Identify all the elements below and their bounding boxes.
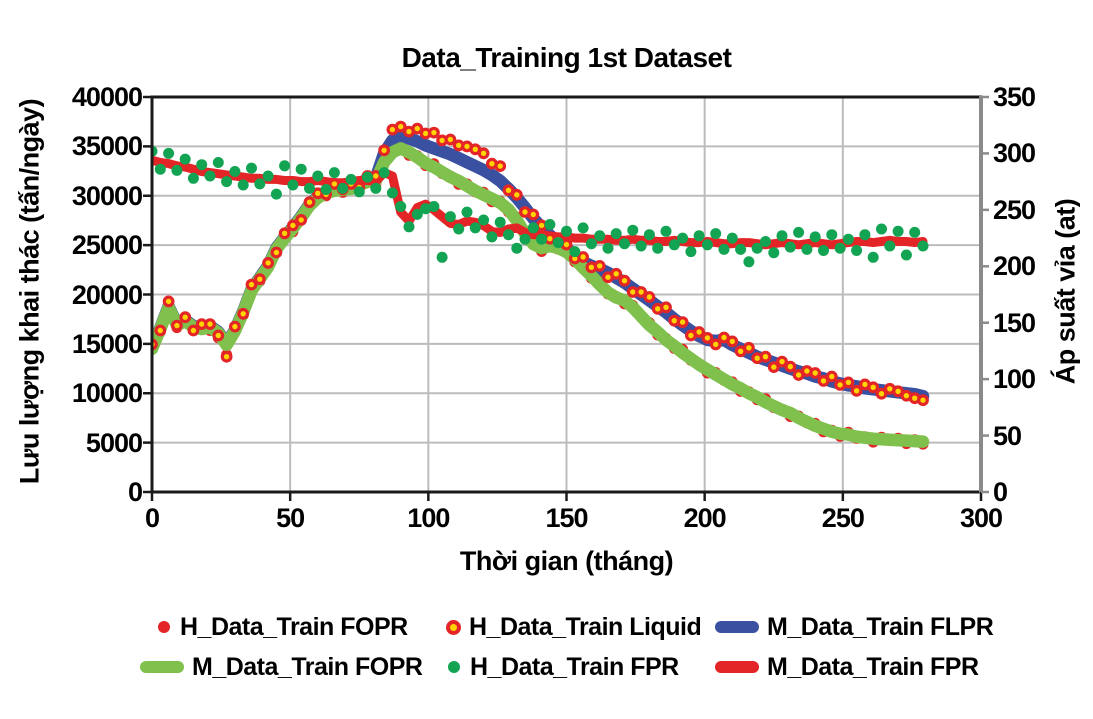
y-right-tick-label: 350 [993,82,1036,112]
legend-label: H_Data_Train FPR [470,652,679,681]
legend-item-h-data-train-fopr: H_Data_Train FOPR [140,609,408,645]
x-axis-label: Thời gian (tháng) [459,546,674,576]
legend-item-m-data-train-fpr: M_Data_Train FPR [715,649,979,685]
y-right-tick-label: 200 [993,251,1036,282]
legend-marker-red-line [715,661,759,673]
axis-ticks [143,95,989,501]
y-left-tick-label: 40000 [71,82,143,112]
y-right-tick-label: 150 [993,307,1036,338]
x-tick-label: 250 [821,503,865,533]
legend-item-h-data-train-fpr: H_Data_Train FPR [430,649,679,685]
x-tick-label: 150 [545,503,588,533]
y-left-tick-label: 15000 [71,328,143,359]
y-right-tick-label: 0 [993,477,1008,507]
y-right-axis-label: Áp suất vỉa (at) [1050,198,1081,385]
y-right-tick-label: 250 [993,194,1036,225]
x-tick-label: 200 [683,503,727,533]
y-right-tick-label: 300 [993,138,1036,169]
legend-label: M_Data_Train FPR [767,652,979,681]
y-left-tick-label: 10000 [71,378,143,409]
legend-marker-red-dot [158,621,170,633]
legend-marker-blue-line [715,621,759,633]
legend-label: H_Data_Train Liquid [469,612,702,641]
legend-label: M_Data_Train FLPR [767,612,994,641]
series-line-m-data-train-fopr [152,142,930,448]
legend-marker-green-line [140,661,184,673]
y-left-tick-label: 35000 [71,131,143,162]
x-tick-label: 100 [407,503,450,533]
y-left-tick-label: 30000 [71,180,143,211]
x-tick-label: 300 [959,503,1003,533]
chart-title: Data_Training 1st Dataset [401,42,732,73]
y-left-tick-label: 5000 [85,427,143,458]
legend-marker-green-dot [448,661,460,673]
legend-item-m-data-train-flpr: M_Data_Train FLPR [715,609,994,645]
series-group [152,120,930,450]
y-left-tick-label: 0 [127,477,143,507]
legend-item-h-data-train-liquid: H_Data_Train Liquid [430,609,702,645]
x-tick-label: 50 [276,503,305,533]
legend-label: M_Data_Train FOPR [192,652,423,681]
legend-marker-orange-ring [446,619,461,635]
legend-item-m-data-train-fopr: M_Data_Train FOPR [140,649,423,685]
series-points-h-data-train-liquid [152,120,929,407]
legend-label: H_Data_Train FOPR [180,612,408,641]
y-right-tick-label: 50 [993,420,1022,451]
y-left-tick-label: 25000 [71,230,143,261]
x-tick-label: 0 [144,503,160,533]
y-right-tick-label: 100 [993,364,1036,395]
y-left-tick-label: 20000 [71,279,143,310]
